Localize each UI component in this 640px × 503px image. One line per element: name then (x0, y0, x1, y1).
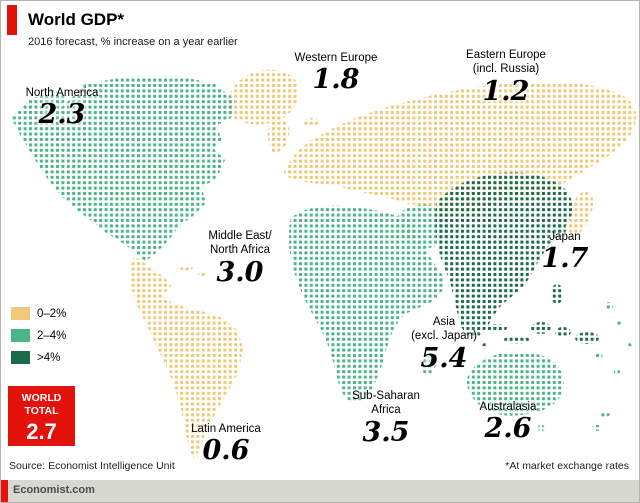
legend-label: 0–2% (37, 307, 67, 320)
economist-com-link[interactable]: Economist.com (13, 484, 95, 496)
region-value: 1.7 (541, 243, 589, 275)
region-value: 5.4 (420, 342, 468, 374)
economist-red-tab (7, 5, 17, 35)
region-value: 3.0 (216, 256, 264, 288)
region-australasia: Australasia 2.6 (461, 400, 555, 444)
region-label: Australasia (479, 401, 537, 413)
footnote: *At market exchange rates (505, 460, 629, 472)
bottom-red-accent (1, 480, 8, 502)
legend-swatch-dark-green (11, 351, 30, 364)
region-middle-east-north-africa: Middle East/ North Africa 3.0 (191, 229, 289, 287)
legend-swatch-green (11, 329, 30, 342)
region-sub-saharan-africa: Sub-Saharan Africa 3.5 (337, 389, 435, 447)
region-label: Eastern Europe (incl. Russia) (466, 49, 546, 76)
region-label: Middle East/ North Africa (208, 230, 272, 257)
legend-item-2-4: 2–4% (11, 329, 66, 342)
region-label: Sub-Saharan Africa (352, 390, 420, 417)
world-total-box: WORLD TOTAL 2.7 (8, 386, 75, 446)
japan-shape (568, 191, 593, 237)
region-latin-america: Latin America 0.6 (174, 422, 278, 466)
region-value: 2.3 (38, 99, 86, 131)
region-label: North America (25, 87, 99, 99)
region-value: 2.6 (484, 413, 532, 445)
north-america-shape (11, 76, 235, 262)
region-asia-excl-japan: Asia (excl. Japan) 5.4 (404, 315, 484, 373)
madagascar-shape (421, 350, 437, 375)
legend-label: >4% (37, 351, 61, 364)
region-value: 1.2 (482, 75, 530, 107)
region-label: Asia (excl. Japan) (411, 316, 477, 343)
bottom-bar: Economist.com (1, 480, 639, 502)
region-value: 0.6 (202, 435, 250, 467)
latin-america-shape (129, 256, 243, 462)
legend-item-over-4: >4% (11, 351, 66, 364)
region-label: Latin America (191, 423, 261, 435)
legend-swatch-tan (11, 307, 30, 320)
world-map (11, 69, 636, 462)
world-total-label: WORLD TOTAL (21, 392, 62, 417)
region-label: Western Europe (294, 52, 378, 64)
greenland-shape (226, 69, 300, 125)
region-eastern-europe: Eastern Europe (incl. Russia) 1.2 (449, 48, 563, 106)
legend: 0–2% 2–4% >4% (11, 307, 66, 373)
asia-shape (435, 172, 573, 338)
page-subtitle: 2016 forecast, % increase on a year earl… (28, 36, 238, 48)
legend-label: 2–4% (37, 329, 67, 342)
legend-item-0-2: 0–2% (11, 307, 66, 320)
africa-shape (289, 205, 445, 402)
region-north-america: North America 2.3 (3, 86, 121, 130)
region-value: 3.5 (362, 416, 410, 448)
australia-shape (467, 351, 565, 416)
page-title: World GDP* (28, 10, 125, 29)
region-value: 1.8 (312, 64, 360, 96)
world-total-value: 2.7 (26, 419, 57, 445)
region-western-europe: Western Europe 1.8 (284, 51, 388, 95)
source-note: Source: Economist Intelligence Unit (9, 460, 175, 472)
region-japan: Japan 1.7 (529, 230, 601, 274)
uk-shape (267, 118, 290, 153)
region-label: Japan (549, 231, 581, 243)
